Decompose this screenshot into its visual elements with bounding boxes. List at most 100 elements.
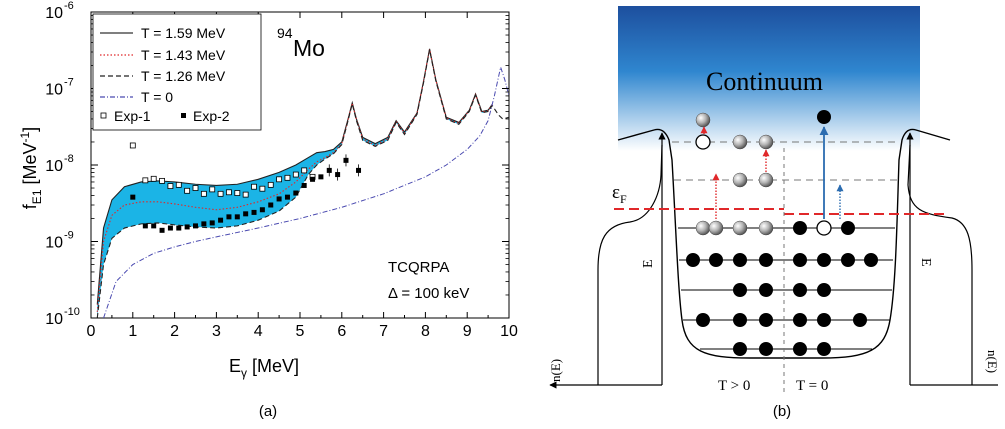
y-tick-label: 10 [45, 235, 63, 252]
legend-label-3: T = 1.26 MeV [141, 68, 226, 84]
legend-marker-open-square [100, 112, 107, 119]
particle [686, 253, 700, 267]
exp1-point [251, 183, 257, 190]
exp2-point [130, 194, 136, 200]
exp2-point [318, 174, 324, 180]
y-axis-label-close: ] [20, 127, 40, 132]
thermal-particle [758, 172, 774, 188]
series-line-t0 [103, 65, 509, 318]
exp1-point [167, 183, 174, 189]
panel-b-caption: (b) [773, 403, 791, 420]
y-tick-exponent: -6 [64, 0, 74, 12]
exp2-point [268, 202, 274, 208]
legend-label-exp1: Exp-1 [114, 108, 151, 124]
exp1-point [209, 186, 216, 193]
y-axis-label-sub: E1 [30, 189, 44, 204]
hole [816, 220, 832, 236]
label-t-greater-zero: T > 0 [718, 378, 750, 394]
exp2-point [142, 223, 148, 229]
occupation-label-right: n(E) [985, 350, 1000, 373]
exp1-point [159, 177, 165, 184]
y-tick-exponent: -9 [64, 230, 74, 242]
delta-label: Δ = 100 keV [388, 285, 469, 302]
fermi-label-sub: F [620, 192, 627, 206]
particle [817, 342, 831, 356]
exp2-point [201, 221, 207, 227]
legend-label-exp2: Exp-2 [193, 108, 230, 124]
particle [841, 221, 855, 235]
legend-label-1: T = 1.59 MeV [141, 25, 226, 41]
x-tick-label: 10 [500, 323, 518, 340]
exp2-point [301, 182, 307, 188]
x-tick-label: 5 [296, 323, 305, 340]
thermal-particle-continuum [695, 112, 711, 128]
particle [793, 342, 807, 356]
y-tick-label: 10 [45, 158, 63, 175]
particle [817, 283, 831, 297]
series-line-t143 [96, 49, 493, 312]
x-axis-label-main: E [229, 356, 241, 376]
temperature-band [97, 48, 493, 318]
particle [793, 313, 807, 327]
exp2-point [356, 167, 362, 173]
exp2-point [209, 220, 215, 226]
energy-label-right: E [918, 258, 933, 267]
thermal-particle [732, 172, 748, 188]
energy-label-left: E [641, 259, 656, 268]
fermi-label-main: ε [612, 182, 620, 203]
particle [759, 342, 773, 356]
exp2-point [234, 214, 240, 220]
exp2-point [167, 225, 173, 231]
exp1-point [267, 181, 274, 188]
y-axis-label-unit: [MeV [20, 142, 40, 189]
legend-label-4: T = 0 [141, 89, 173, 105]
exp1-point [226, 189, 232, 196]
legend-label-2: T = 1.43 MeV [141, 47, 226, 63]
y-axis-label-exp: -1 [18, 131, 32, 142]
particle [864, 253, 878, 267]
x-tick-label: 8 [421, 323, 430, 340]
exp2-point [159, 227, 165, 233]
exp2-point [293, 190, 299, 196]
exp1-point [284, 174, 291, 181]
occupation-curve-right [907, 144, 973, 385]
exp1-point [242, 191, 249, 198]
x-tick-label: 7 [379, 323, 388, 340]
particle [817, 253, 831, 267]
particle [733, 342, 747, 356]
exp2-point [226, 214, 232, 220]
continuum-label: Continuum [706, 67, 823, 96]
x-tick-label: 0 [87, 323, 96, 340]
exp2-point [218, 217, 224, 223]
method-label: TCQRPA [388, 259, 449, 276]
thermal-particle [732, 134, 748, 150]
exp2-point [193, 223, 198, 229]
particle [733, 313, 747, 327]
particle [817, 313, 831, 327]
exp2-point [326, 167, 332, 173]
potential-well [617, 128, 951, 359]
exp2-point [335, 172, 341, 178]
exp1-point [200, 190, 207, 197]
exp1-point [301, 167, 308, 174]
series-line-t126 [96, 49, 509, 318]
y-tick-exponent: -10 [64, 306, 80, 318]
y-tick-label: 10 [45, 311, 63, 328]
x-tick-label: 9 [463, 323, 472, 340]
legend: T = 1.59 MeV T = 1.43 MeV T = 1.26 MeV T… [92, 13, 262, 131]
nucleus-symbol: Mo [293, 35, 325, 61]
y-axis-label-main: f [20, 203, 40, 209]
nucleus-mass: 94 [277, 25, 293, 41]
thermal-particle [758, 134, 774, 150]
particle [733, 253, 747, 267]
exp2-point [259, 207, 265, 213]
particle [793, 283, 807, 297]
series-layer [96, 48, 509, 318]
x-tick-label: 4 [254, 323, 263, 340]
particle [793, 253, 807, 267]
exp1-point [142, 177, 149, 184]
exp2-point [151, 223, 157, 229]
x-tick-label: 1 [128, 323, 137, 340]
x-tick-label: 2 [170, 323, 179, 340]
